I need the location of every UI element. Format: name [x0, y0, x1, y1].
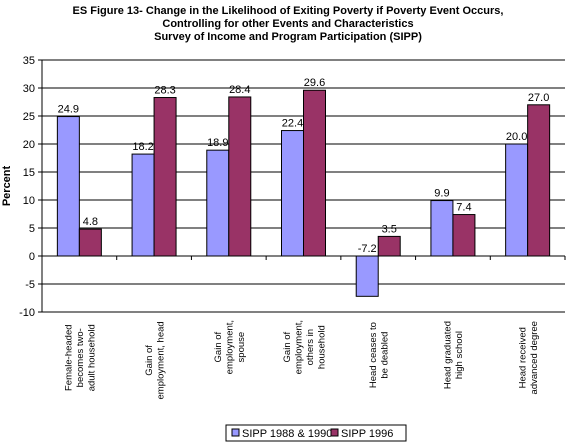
legend-label: SIPP 1996	[341, 428, 393, 440]
data-label: 22.4	[282, 118, 303, 130]
category-labels: Female-headedbecomes two-adult household…	[63, 320, 540, 400]
bar	[527, 104, 551, 257]
bar	[355, 255, 379, 297]
y-tick-label: 35	[23, 55, 35, 67]
data-label: 28.3	[154, 85, 175, 97]
bar	[131, 153, 155, 257]
category-label-line: Female-headed	[63, 324, 74, 391]
bar	[153, 97, 177, 257]
y-axis-title: Percent	[1, 165, 13, 206]
data-label: 27.0	[528, 92, 549, 104]
bar	[377, 235, 401, 257]
category-label-line: adult household	[86, 324, 97, 391]
category-label-line: Gain of	[213, 331, 224, 362]
legend-swatch	[330, 428, 339, 437]
bar	[78, 228, 102, 257]
category-label-line: employment,	[224, 320, 235, 374]
category-label-line: advanced degree	[529, 321, 540, 394]
category-label-line: household	[316, 325, 327, 369]
category-label: Gain ofemployment,others inhousehold	[282, 320, 328, 374]
chart-title-line: ES Figure 13- Change in the Likelihood o…	[73, 5, 504, 17]
category-label-line: Head ceases to	[368, 322, 379, 388]
legend-swatch	[231, 428, 240, 437]
category-label-line: spouse	[236, 332, 247, 363]
data-label: 18.2	[132, 141, 153, 153]
data-label: 7.4	[456, 202, 471, 214]
data-label: 29.6	[304, 77, 325, 89]
category-label: Head receivedadvanced degree	[517, 321, 540, 394]
data-label: 4.8	[83, 216, 98, 228]
axes	[41, 60, 566, 312]
bar	[430, 200, 454, 257]
data-label: 9.9	[434, 188, 449, 200]
category-label-line: high school	[454, 331, 465, 379]
y-tick-label: -10	[19, 307, 35, 319]
bar	[281, 130, 304, 257]
category-label-line: Head graduated	[443, 321, 454, 389]
category-label-line: Gain of	[282, 331, 293, 362]
category-label: Gain ofemployment,spouse	[213, 320, 247, 374]
chart-title-line: Controlling for other Events and Charact…	[162, 18, 413, 30]
category-label: Head ceases tobe deabled	[368, 322, 391, 388]
bar	[303, 89, 326, 257]
y-tick-label: 20	[23, 139, 35, 151]
bar	[452, 214, 476, 257]
data-label: 20.0	[506, 131, 527, 143]
chart-title-line: Survey of Income and Program Participati…	[154, 31, 422, 43]
bar	[56, 116, 80, 257]
y-tick-labels: -10 -5 0 5 10 15 20 25 30 35	[19, 55, 42, 319]
bar	[206, 149, 230, 257]
category-label-line: others in	[305, 329, 316, 365]
y-tick-label: 30	[23, 83, 35, 95]
bar	[228, 96, 252, 257]
category-label: Female-headedbecomes two-adult household	[63, 324, 97, 391]
y-tick-label: 5	[29, 223, 35, 235]
category-label-line: be deabled	[379, 332, 390, 379]
category-label-line: Head received	[517, 327, 528, 388]
category-label: Gain ofemployment, head	[144, 321, 167, 399]
data-label: 28.4	[229, 84, 250, 96]
data-label: -7.2	[358, 243, 377, 255]
data-label: 18.9	[207, 137, 228, 149]
y-tick-label: 15	[23, 167, 35, 179]
category-label-line: Gain of	[144, 345, 155, 376]
chart-title: ES Figure 13- Change in the Likelihood o…	[73, 5, 504, 43]
bars	[56, 89, 551, 297]
legend-box	[225, 424, 407, 442]
y-tick-label: 25	[23, 111, 35, 123]
y-tick-label: 0	[29, 251, 35, 263]
category-label-line: employment, head	[155, 321, 166, 399]
data-label: 3.5	[382, 223, 397, 235]
category-label: Head graduatedhigh school	[443, 321, 466, 389]
y-tick-label: -5	[25, 279, 35, 291]
legend-label: SIPP 1988 & 1990	[242, 428, 332, 440]
category-label-line: becomes two-	[75, 328, 86, 387]
bar	[505, 143, 529, 257]
category-label-line: employment,	[293, 320, 304, 374]
y-tick-label: 10	[23, 195, 35, 207]
legend: SIPP 1988 & 1990 SIPP 1996	[225, 424, 407, 442]
data-label: 24.9	[58, 104, 79, 116]
data-labels: 24.9 4.8 18.2 28.3 18.9 28.4 22.4 29.6 -7.2 3.5 9.…	[58, 77, 550, 255]
